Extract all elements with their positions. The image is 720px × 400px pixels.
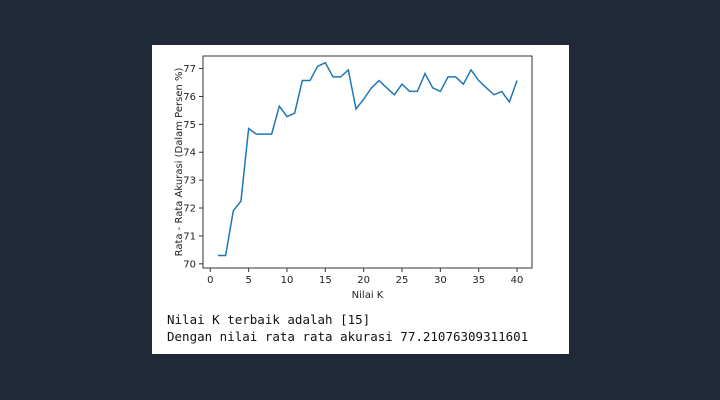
best-k-text: Nilai K terbaik adalah [15] bbox=[167, 312, 371, 327]
x-axis: 0 5 10 15 20 25 30 35 40 bbox=[207, 268, 523, 286]
y-tick-label: 77 bbox=[183, 64, 196, 75]
y-axis: 70 71 72 73 74 75 76 77 bbox=[183, 64, 203, 270]
x-tick-label: 5 bbox=[245, 275, 251, 286]
y-tick-label: 73 bbox=[183, 176, 196, 187]
plot-area bbox=[202, 55, 533, 269]
y-tick-label: 76 bbox=[183, 92, 196, 103]
series-line-accuracy bbox=[217, 61, 518, 257]
x-tick-label: 40 bbox=[511, 275, 524, 286]
y-axis-label: Rata - Rata Akurasi (Dalam Persen %) bbox=[174, 68, 185, 257]
console-output: Nilai K terbaik adalah [15] Dengan nilai … bbox=[167, 311, 528, 345]
x-axis-label: Nilai K bbox=[352, 290, 384, 301]
y-tick-label: 74 bbox=[183, 148, 196, 159]
x-tick-label: 20 bbox=[357, 275, 370, 286]
x-tick-label: 30 bbox=[434, 275, 447, 286]
x-tick-label: 15 bbox=[319, 275, 332, 286]
y-tick-label: 71 bbox=[183, 231, 196, 242]
best-accuracy-text: Dengan nilai rata rata akurasi 77.210763… bbox=[167, 329, 529, 344]
line-chart: 0 5 10 15 20 25 30 35 40 70 71 72 73 74 75 76 77 Nilai … bbox=[174, 55, 533, 301]
x-tick-label: 35 bbox=[472, 275, 485, 286]
x-tick-label: 0 bbox=[207, 275, 213, 286]
x-tick-label: 25 bbox=[396, 275, 409, 286]
y-tick-label: 75 bbox=[183, 120, 196, 131]
y-tick-label: 70 bbox=[183, 259, 196, 270]
y-tick-label: 72 bbox=[183, 204, 196, 215]
notebook-output-panel: 0 5 10 15 20 25 30 35 40 70 71 72 73 74 75 76 77 Nilai … bbox=[152, 45, 569, 354]
x-tick-label: 10 bbox=[281, 275, 294, 286]
